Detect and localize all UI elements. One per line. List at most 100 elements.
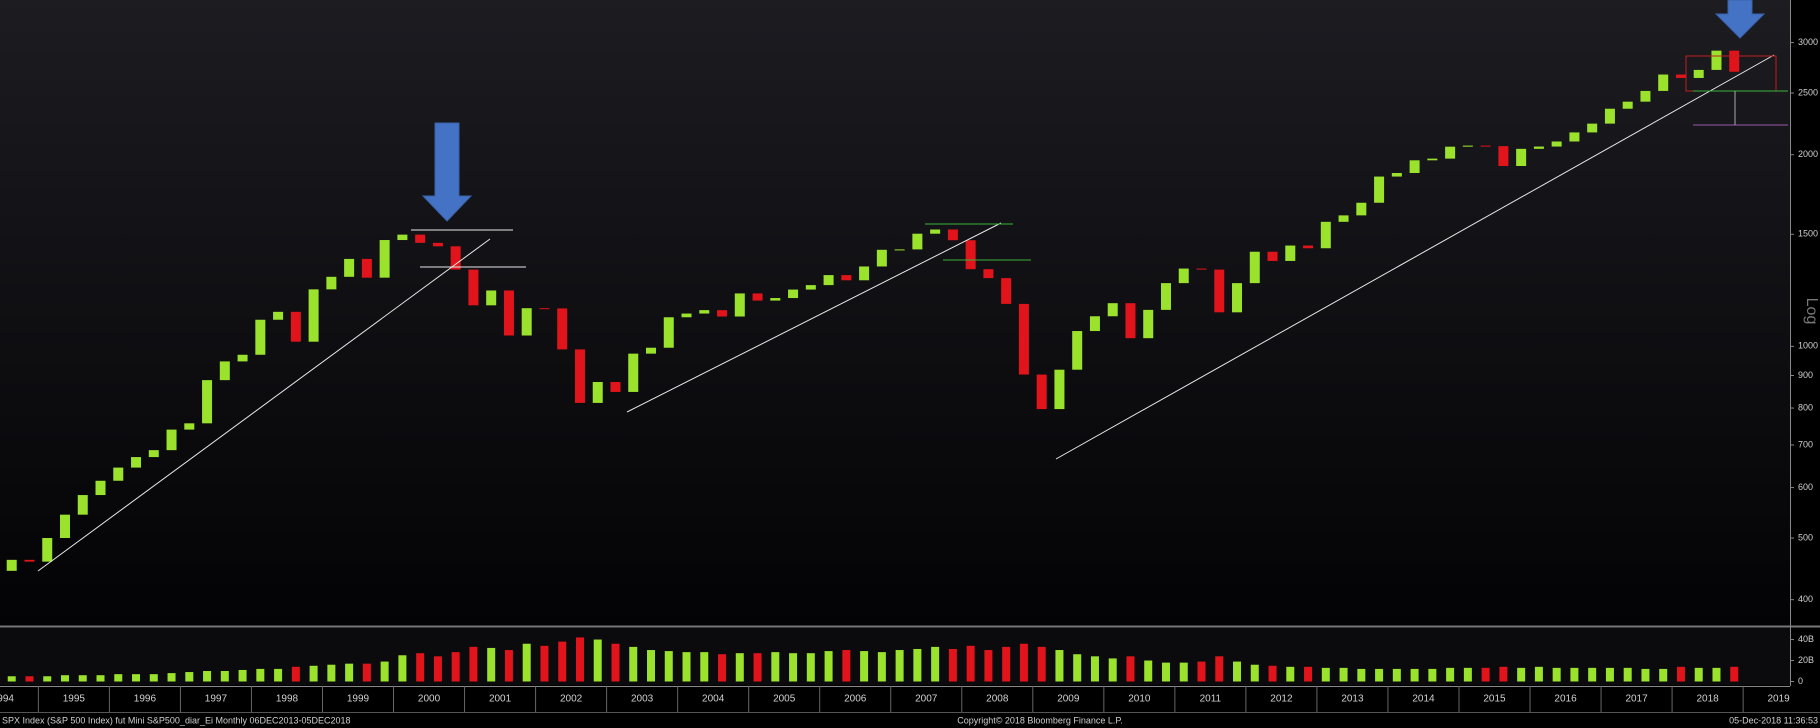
volume-bar [1410,668,1419,682]
volume-bar [611,643,620,682]
volume-bar [1019,643,1028,682]
y-tick-label: 900 [1798,370,1813,380]
candle-body [24,559,35,562]
candle-body [131,457,142,468]
candle-body [1604,108,1615,124]
y-tick-label: 3000 [1798,37,1818,47]
candle-body [450,246,461,270]
volume-tick-label: 40B [1798,634,1814,644]
x-tick-label: 2001 [489,694,512,705]
x-tick-label: 2013 [1341,694,1364,705]
price-panel [0,0,1790,625]
volume-bar [1712,667,1721,682]
volume-bar [1552,667,1561,682]
candle-body [752,293,763,301]
volume-bar [540,645,549,682]
volume-bar [948,648,957,682]
volume-bar [931,646,940,682]
candle-body [1232,283,1243,313]
x-tick-label: 2014 [1412,694,1435,705]
candle-body [290,311,301,342]
x-tick-label: 2000 [418,694,441,705]
candle-body [574,349,585,403]
volume-bar [1055,650,1064,682]
candle-body [379,240,390,278]
volume-bar [149,674,158,682]
volume-bar [433,656,442,682]
candle-body [1178,268,1189,284]
trendline [37,238,491,572]
volume-bar [416,653,425,682]
volume-bar [309,665,318,682]
y-tick-label: 1500 [1798,229,1818,239]
volume-bar [1161,662,1170,682]
volume-bar [1197,661,1206,682]
candle-body [912,233,923,250]
x-tick-label: 1996 [134,694,157,705]
volume-bar [78,675,87,682]
candle-body [1249,251,1260,284]
candle-body [1036,374,1047,410]
volume-bar [1321,667,1330,682]
x-tick-label: 2017 [1625,694,1648,705]
volume-bar [1339,667,1348,682]
x-tick-label: 2009 [1057,694,1080,705]
volume-bar [469,646,478,682]
x-tick-label: 1995 [63,694,86,705]
candle-body [1445,146,1456,159]
x-tick-label: 2010 [1128,694,1151,705]
volume-bar [1144,660,1153,682]
candle-body [717,310,728,317]
candle-body [557,308,568,350]
volume-bar [1694,667,1703,682]
candle-body [646,347,657,354]
x-tick-label: 2005 [773,694,796,705]
x-tick-label: 2004 [702,694,725,705]
volume-bar [1534,666,1543,682]
volume-bar [1641,668,1650,682]
candle-body [1214,269,1225,313]
candle-body [823,275,834,286]
price-layer [6,50,1740,571]
scale-label: Log [1803,298,1820,325]
x-tick-label: 2002 [560,694,583,705]
volume-bar [132,674,141,682]
candle-body [947,229,958,241]
candle-body [6,559,17,571]
candle-body [1143,309,1154,339]
volume-bar [860,651,869,682]
candle-body [1054,369,1065,410]
candle-body [1551,141,1562,147]
candle-body [503,290,514,336]
candle-body [1587,123,1598,133]
volume-tick-label: 20B [1798,655,1814,665]
volume-bar [771,652,780,682]
candle-body [468,269,479,306]
candle-body [148,450,159,458]
volume-bar [1392,668,1401,682]
candle-body [1693,69,1704,78]
footer-left: SPX Index (S&P 500 Index) fut Mini S&P50… [2,715,351,725]
candle-body [95,480,106,496]
candle-body [521,308,532,336]
x-tick-label: 2006 [844,694,867,705]
candle-body [1196,268,1207,270]
volume-bar [806,653,815,682]
footer-center: Copyright© 2018 Bloomberg Finance L.P. [957,715,1123,725]
x-tick-label: 1997 [205,694,228,705]
candle-body [1338,215,1349,222]
volume-bar [7,676,16,682]
volume-bar [327,664,336,682]
volume-bar [789,653,798,682]
x-tick-label: 1999 [347,694,370,705]
volume-bar [185,672,194,682]
candle-body [805,285,816,290]
candle-body [1356,202,1367,216]
volume-bar [1676,666,1685,682]
x-tick-label: 2012 [1270,694,1293,705]
volume-bar [1463,667,1472,682]
candle-body [1480,145,1491,147]
volume-bar [1126,656,1135,682]
candle-body [1569,132,1580,142]
